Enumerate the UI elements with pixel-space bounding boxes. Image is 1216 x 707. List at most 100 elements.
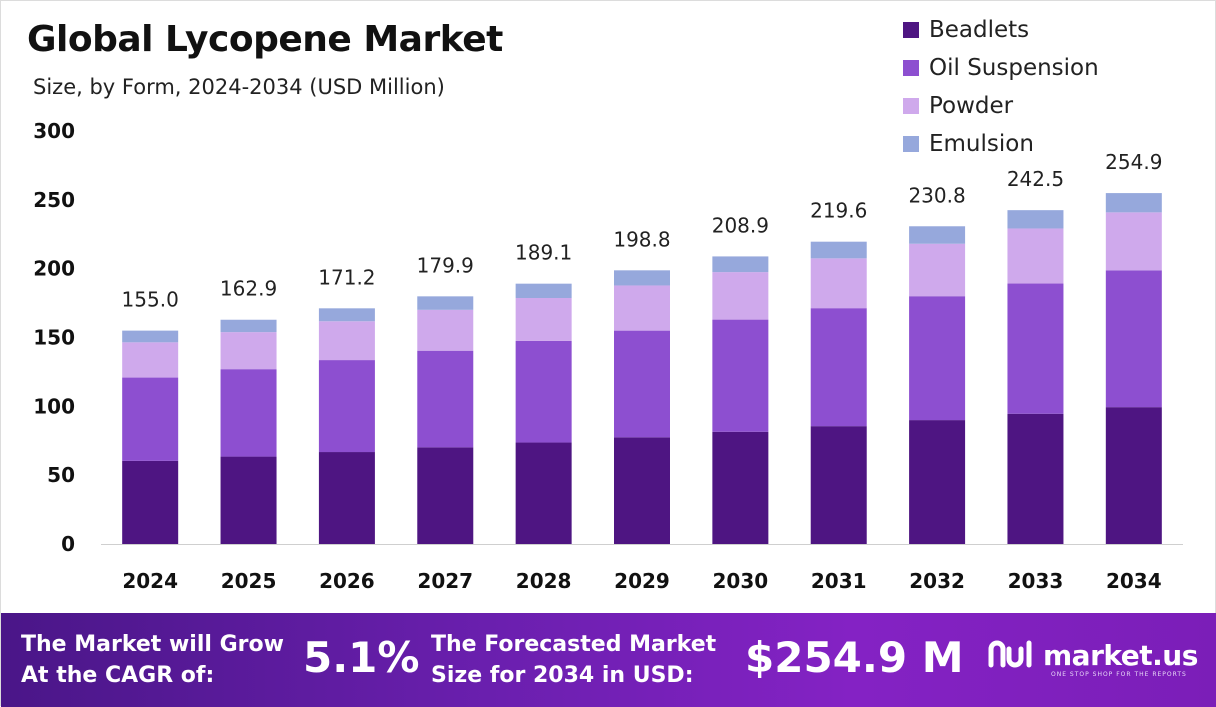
legend-label-emulsion: Emulsion: [929, 131, 1034, 157]
data-label-total: 171.2: [318, 265, 375, 289]
chart-legend: Beadlets Oil Suspension Powder Emulsion: [903, 11, 1099, 163]
x-tick-label: 2027: [417, 569, 473, 593]
bar-segment-powder: [417, 309, 474, 351]
legend-swatch-emulsion: [903, 136, 919, 152]
y-tick-label: 200: [33, 257, 75, 281]
forecast-label-line-1: The Forecasted Market: [431, 632, 717, 657]
bar-segment-powder: [318, 321, 375, 361]
data-label-total: 189.1: [515, 241, 572, 265]
bar-segment-beadlets: [909, 420, 966, 544]
x-tick-label: 2024: [122, 569, 178, 593]
bar-segment-emulsion: [122, 330, 179, 343]
x-tick-label: 2025: [221, 569, 277, 593]
bar-segment-powder: [909, 243, 966, 297]
chart-subtitle: Size, by Form, 2024-2034 (USD Million): [33, 75, 445, 99]
market-us-logo-icon: [988, 640, 1032, 668]
legend-item-emulsion: Emulsion: [903, 125, 1099, 163]
bar-segment-emulsion: [220, 319, 277, 333]
bar-segment-emulsion: [318, 308, 375, 322]
bar-segment-oil-suspension: [1105, 270, 1162, 408]
y-tick-label: 150: [33, 326, 75, 350]
bar-segment-emulsion: [1007, 210, 1064, 229]
x-tick-label: 2032: [909, 569, 965, 593]
footer-banner: The Market will Grow At the CAGR of: 5.1…: [1, 613, 1216, 707]
brand-name: market.us: [1043, 638, 1198, 672]
bar-segment-powder: [712, 272, 769, 320]
data-label-total: 162.9: [220, 277, 277, 301]
y-tick-label: 50: [47, 463, 75, 487]
y-tick-label: 100: [33, 394, 75, 418]
x-tick-label: 2026: [319, 569, 375, 593]
brand-logo: market.us ONE STOP SHOP FOR THE REPORTS: [987, 635, 1198, 678]
cagr-label-line-1: The Market will Grow: [21, 632, 284, 657]
legend-item-oil-suspension: Oil Suspension: [903, 49, 1099, 87]
bar-segment-oil-suspension: [417, 350, 474, 448]
y-tick-label: 250: [33, 188, 75, 212]
bar-segment-powder: [810, 258, 867, 309]
x-tick-label: 2028: [516, 569, 572, 593]
legend-swatch-oil-suspension: [903, 60, 919, 76]
cagr-label-line-2: At the CAGR of:: [21, 663, 215, 688]
bar-segment-beadlets: [515, 442, 572, 544]
y-tick-label: 300: [33, 119, 75, 143]
bar-segment-beadlets: [712, 431, 769, 544]
bar-segment-emulsion: [614, 270, 670, 286]
bar-segment-oil-suspension: [810, 308, 867, 427]
forecast-label-line-2: Size for 2034 in USD:: [431, 663, 694, 688]
legend-item-beadlets: Beadlets: [903, 11, 1099, 49]
bar-segment-powder: [1007, 228, 1064, 284]
legend-swatch-powder: [903, 98, 919, 114]
data-label-total: 254.9: [1105, 150, 1162, 174]
data-label-total: 219.6: [810, 199, 867, 223]
chart-title: Global Lycopene Market: [27, 19, 503, 60]
brand-tagline: ONE STOP SHOP FOR THE REPORTS: [1051, 671, 1187, 678]
bar-segment-oil-suspension: [515, 340, 572, 443]
bar-segment-oil-suspension: [220, 369, 277, 457]
bar-segment-beadlets: [1007, 413, 1064, 544]
bar-segment-emulsion: [515, 283, 572, 298]
bar-segment-oil-suspension: [122, 377, 179, 461]
legend-label-oil-suspension: Oil Suspension: [929, 55, 1099, 81]
x-tick-label: 2031: [811, 569, 867, 593]
x-tick-label: 2033: [1008, 569, 1064, 593]
legend-label-beadlets: Beadlets: [929, 17, 1030, 43]
bar-segment-powder: [122, 342, 179, 378]
bar-segment-beadlets: [417, 447, 474, 544]
data-label-total: 230.8: [908, 183, 965, 207]
cagr-value: 5.1%: [303, 633, 420, 682]
x-tick-label: 2030: [713, 569, 769, 593]
data-label-total: 179.9: [417, 253, 474, 277]
bar-segment-beadlets: [614, 437, 670, 544]
data-label-total: 208.9: [712, 213, 769, 237]
bar-segment-beadlets: [1105, 407, 1162, 544]
bar-segment-beadlets: [220, 456, 277, 544]
bar-segment-emulsion: [712, 256, 769, 273]
bar-segment-emulsion: [417, 296, 474, 310]
legend-swatch-beadlets: [903, 22, 919, 38]
bar-segment-powder: [220, 332, 277, 370]
forecast-value: $254.9 M: [745, 633, 964, 682]
bar-segment-powder: [1105, 212, 1162, 271]
bar-segment-oil-suspension: [318, 360, 375, 453]
bar-segment-beadlets: [810, 426, 867, 544]
y-tick-label: 0: [61, 532, 75, 556]
bar-segment-oil-suspension: [712, 319, 769, 432]
x-tick-label: 2029: [614, 569, 670, 593]
bar-segment-oil-suspension: [614, 330, 670, 438]
data-label-total: 242.5: [1007, 167, 1064, 191]
forecast-label: The Forecasted Market Size for 2034 in U…: [431, 629, 716, 691]
bar-segment-beadlets: [318, 452, 375, 544]
legend-label-powder: Powder: [929, 93, 1014, 119]
bar-segment-emulsion: [810, 241, 867, 259]
stacked-bar-chart: 0 50 100 150 200 250 300 155.0 2024 162.9 2025 171.…: [33, 119, 1183, 593]
bar-segment-oil-suspension: [909, 296, 966, 421]
bar-segment-powder: [515, 297, 572, 341]
bar-segment-powder: [614, 285, 670, 331]
cagr-label: The Market will Grow At the CAGR of:: [21, 629, 284, 691]
data-label-total: 198.8: [613, 227, 670, 251]
data-label-total: 155.0: [122, 288, 179, 312]
bar-segment-emulsion: [1105, 193, 1162, 213]
bar-segment-beadlets: [122, 460, 179, 544]
x-tick-label: 2034: [1106, 569, 1162, 593]
